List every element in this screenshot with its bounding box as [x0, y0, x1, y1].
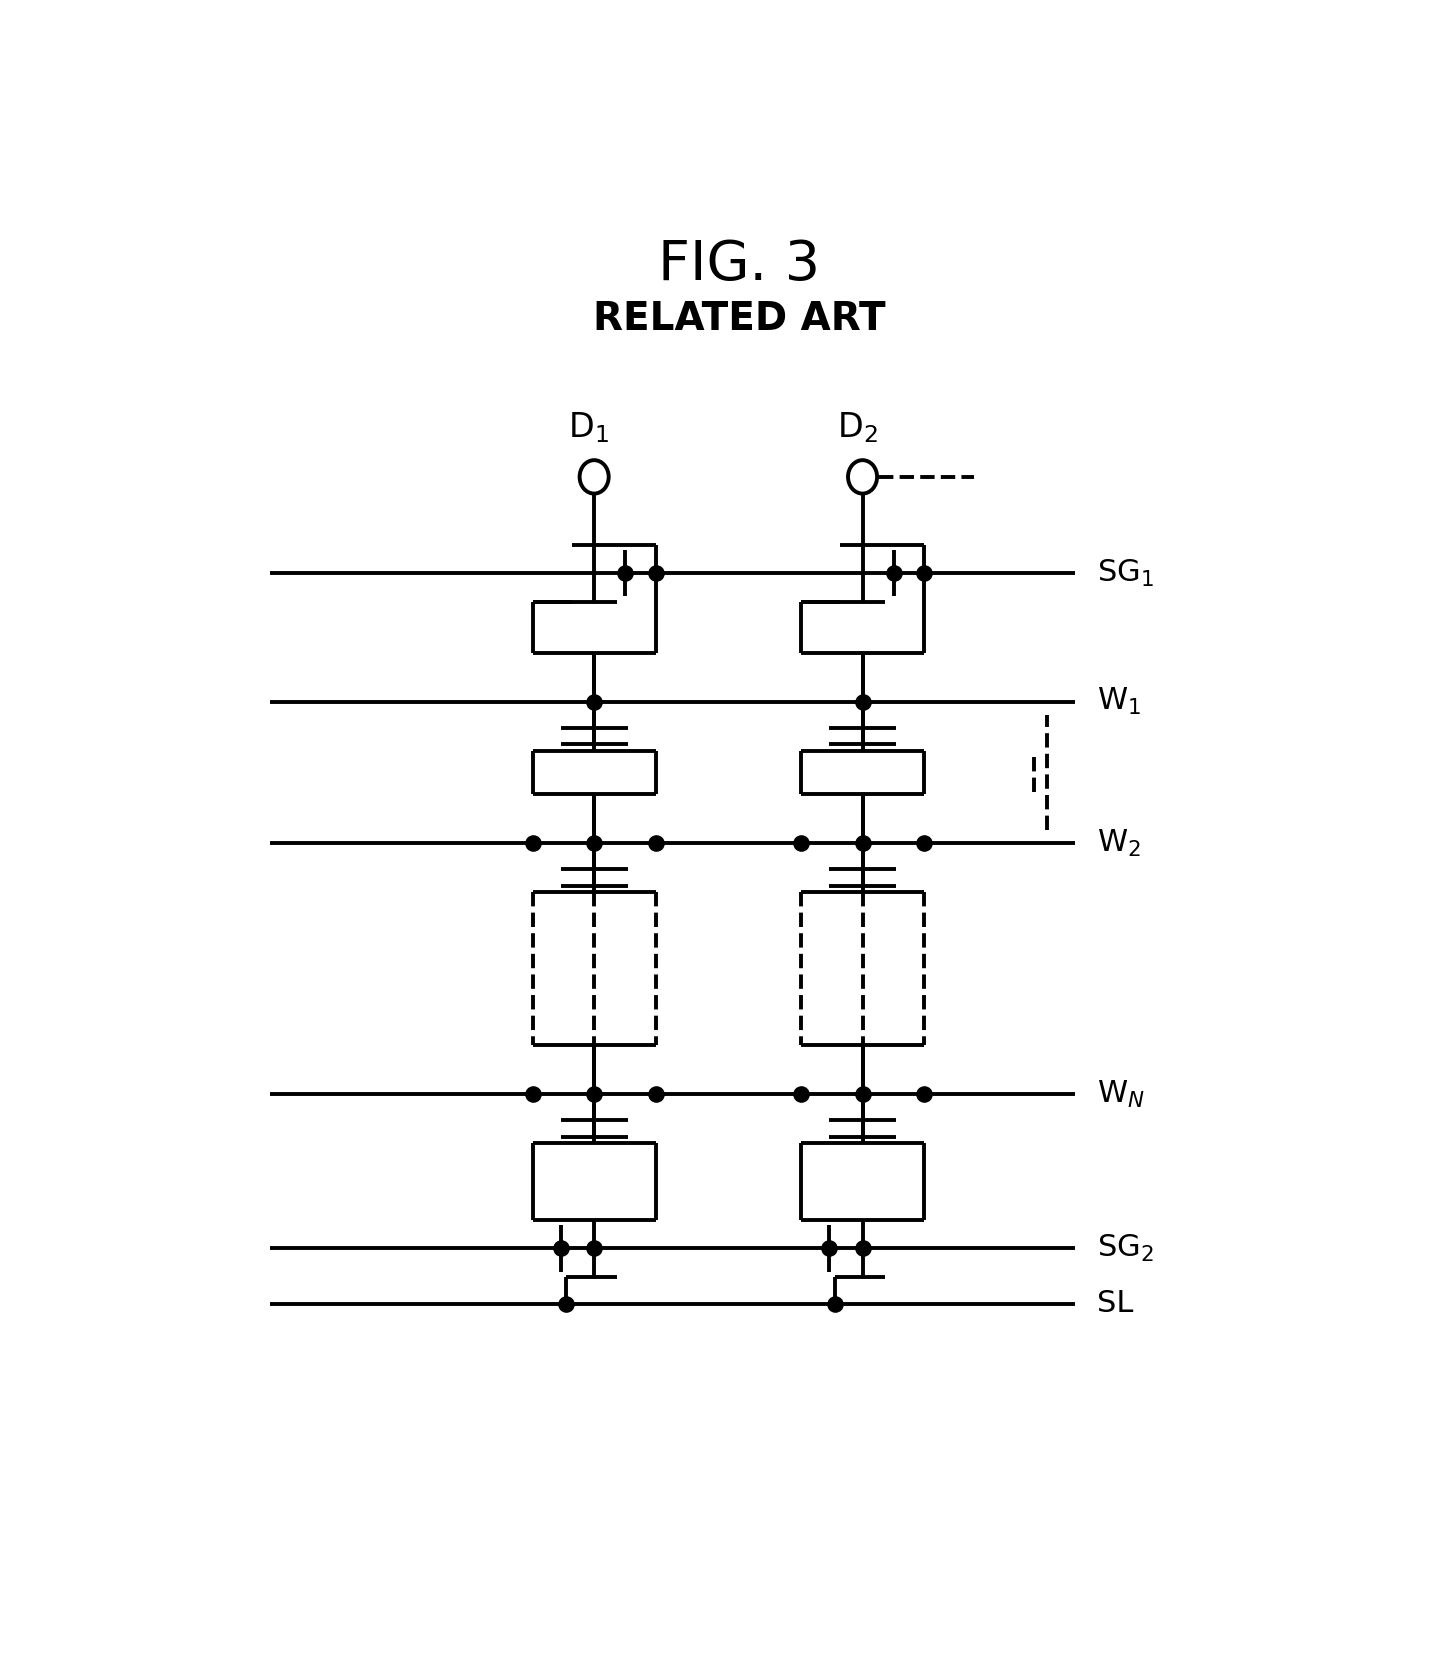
Point	[521, 1080, 544, 1107]
Text: SG$_2$: SG$_2$	[1097, 1232, 1154, 1264]
Point	[583, 688, 606, 715]
Point	[583, 830, 606, 857]
Text: SL: SL	[1097, 1289, 1134, 1318]
Text: RELATED ART: RELATED ART	[593, 299, 886, 337]
Point	[583, 1236, 606, 1263]
Point	[912, 559, 935, 586]
Point	[583, 1080, 606, 1107]
Text: W$_2$: W$_2$	[1097, 828, 1141, 858]
Point	[851, 830, 874, 857]
Point	[912, 1080, 935, 1107]
Point	[548, 1236, 571, 1263]
Text: D$_1$: D$_1$	[569, 411, 609, 444]
Point	[851, 1080, 874, 1107]
Text: SG$_1$: SG$_1$	[1097, 558, 1154, 590]
Point	[644, 830, 667, 857]
Point	[644, 559, 667, 586]
Point	[817, 1236, 840, 1263]
Point	[789, 1080, 812, 1107]
Point	[613, 559, 636, 586]
Point	[851, 688, 874, 715]
Point	[521, 830, 544, 857]
Point	[644, 1080, 667, 1107]
Text: D$_2$: D$_2$	[837, 411, 877, 444]
Point	[554, 1291, 577, 1318]
Text: W$_1$: W$_1$	[1097, 686, 1141, 718]
Text: FIG. 3: FIG. 3	[658, 237, 821, 292]
Point	[789, 830, 812, 857]
Point	[851, 1236, 874, 1263]
Point	[823, 1291, 846, 1318]
Point	[882, 559, 905, 586]
Text: W$_N$: W$_N$	[1097, 1079, 1146, 1109]
Point	[912, 830, 935, 857]
